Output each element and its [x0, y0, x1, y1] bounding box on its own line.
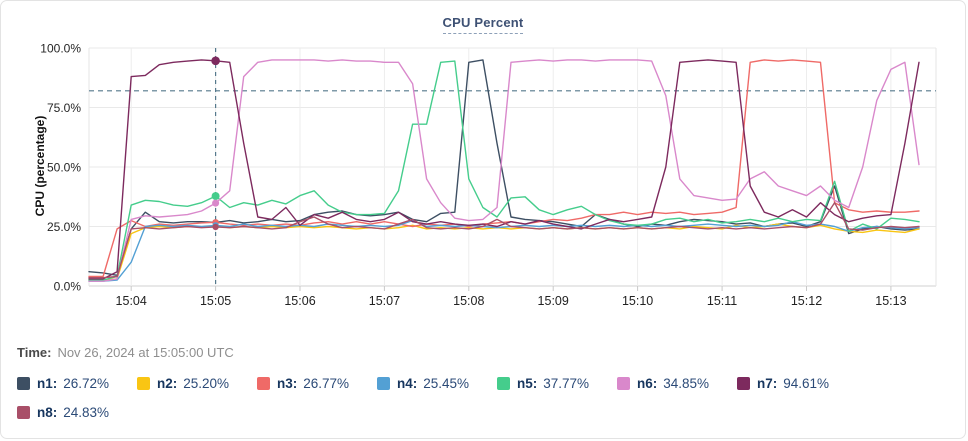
- legend-label-n5: n5:: [517, 376, 538, 391]
- tooltip-time-value: Nov 26, 2024 at 15:05:00 UTC: [57, 345, 234, 360]
- marker-n5: [211, 192, 220, 201]
- y-tick-label: 25.0%: [47, 220, 81, 234]
- legend-value-n2: 25.20%: [183, 376, 230, 391]
- y-tick-label: 0.0%: [54, 280, 82, 294]
- series-line-n5: [88, 60, 920, 281]
- x-tick-label: 15:08: [453, 294, 484, 308]
- series-line-n4: [88, 219, 920, 282]
- legend-value-n6: 34.85%: [663, 376, 710, 391]
- legend-item-n8[interactable]: n8: 24.83%: [17, 398, 137, 427]
- x-tick-label: 15:10: [622, 294, 653, 308]
- legend-item-n1[interactable]: n1: 26.72%: [17, 369, 137, 398]
- y-tick-label: 100.0%: [40, 42, 81, 56]
- x-tick-label: 15:07: [369, 294, 400, 308]
- legend-item-n7[interactable]: n7: 94.61%: [737, 369, 857, 398]
- y-tick-label: 50.0%: [47, 161, 81, 175]
- legend-value-n5: 37.77%: [543, 376, 590, 391]
- x-tick-label: 15:05: [200, 294, 231, 308]
- legend-swatch-n7: [737, 377, 750, 390]
- gridlines: 0.0% 25.0% 50.0% 75.0% 100.0% 15:04 15:05 15:06…: [40, 42, 937, 308]
- series-lines: [88, 59, 920, 282]
- legend-label-n2: n2:: [157, 376, 178, 391]
- x-tick-label: 15:12: [791, 294, 822, 308]
- x-tick-label: 15:04: [116, 294, 147, 308]
- legend-label-n6: n6:: [637, 376, 658, 391]
- legend-item-n2[interactable]: n2: 25.20%: [137, 369, 257, 398]
- crosshair-markers: [211, 56, 220, 231]
- tooltip-time-label: Time:: [17, 345, 52, 360]
- legend-swatch-n6: [617, 377, 630, 390]
- legend-item-n4[interactable]: n4: 25.45%: [377, 369, 497, 398]
- cpu-percent-chart[interactable]: 0.0% 25.0% 50.0% 75.0% 100.0% 15:04 15:05 15:06…: [1, 1, 968, 321]
- marker-n6: [212, 199, 220, 207]
- x-tick-label: 15:13: [875, 294, 906, 308]
- y-tick-label: 75.0%: [47, 101, 81, 115]
- legend-label-n7: n7:: [757, 376, 778, 391]
- legend-value-n4: 25.45%: [423, 376, 470, 391]
- series-line-n3: [88, 59, 920, 278]
- legend-swatch-n4: [377, 377, 390, 390]
- legend-swatch-n1: [17, 377, 30, 390]
- legend-item-n5[interactable]: n5: 37.77%: [497, 369, 617, 398]
- legend-value-n1: 26.72%: [63, 376, 110, 391]
- legend-label-n1: n1:: [37, 376, 58, 391]
- marker-n7: [211, 56, 220, 66]
- legend-value-n7: 94.61%: [783, 376, 830, 391]
- tooltip-time-row: Time: Nov 26, 2024 at 15:05:00 UTC: [17, 345, 234, 360]
- series-line-n8: [88, 201, 920, 279]
- series-line-n1: [88, 59, 920, 276]
- legend-label-n4: n4:: [397, 376, 418, 391]
- legend-label-n8: n8:: [37, 405, 58, 420]
- legend-swatch-n8: [17, 406, 30, 419]
- legend-swatch-n2: [137, 377, 150, 390]
- x-tick-label: 15:09: [538, 294, 569, 308]
- legend-swatch-n5: [497, 377, 510, 390]
- series-legend: n1: 26.72% n2: 25.20% n3: 26.77% n4: 25.45% n5: 3…: [17, 369, 953, 427]
- series-line-n6: [88, 59, 920, 282]
- series-line-n7: [88, 59, 920, 280]
- chart-title-wrap: CPU Percent: [1, 14, 965, 34]
- marker-n8: [212, 223, 219, 231]
- legend-value-n3: 26.77%: [303, 376, 350, 391]
- legend-value-n8: 24.83%: [63, 405, 110, 420]
- series-line-n2: [88, 223, 920, 281]
- x-tick-label: 15:11: [707, 294, 737, 308]
- chart-title[interactable]: CPU Percent: [442, 15, 524, 34]
- legend-swatch-n3: [257, 377, 270, 390]
- legend-label-n3: n3:: [277, 376, 298, 391]
- legend-item-n3[interactable]: n3: 26.77%: [257, 369, 377, 398]
- x-tick-label: 15:06: [284, 294, 315, 308]
- legend-item-n6[interactable]: n6: 34.85%: [617, 369, 737, 398]
